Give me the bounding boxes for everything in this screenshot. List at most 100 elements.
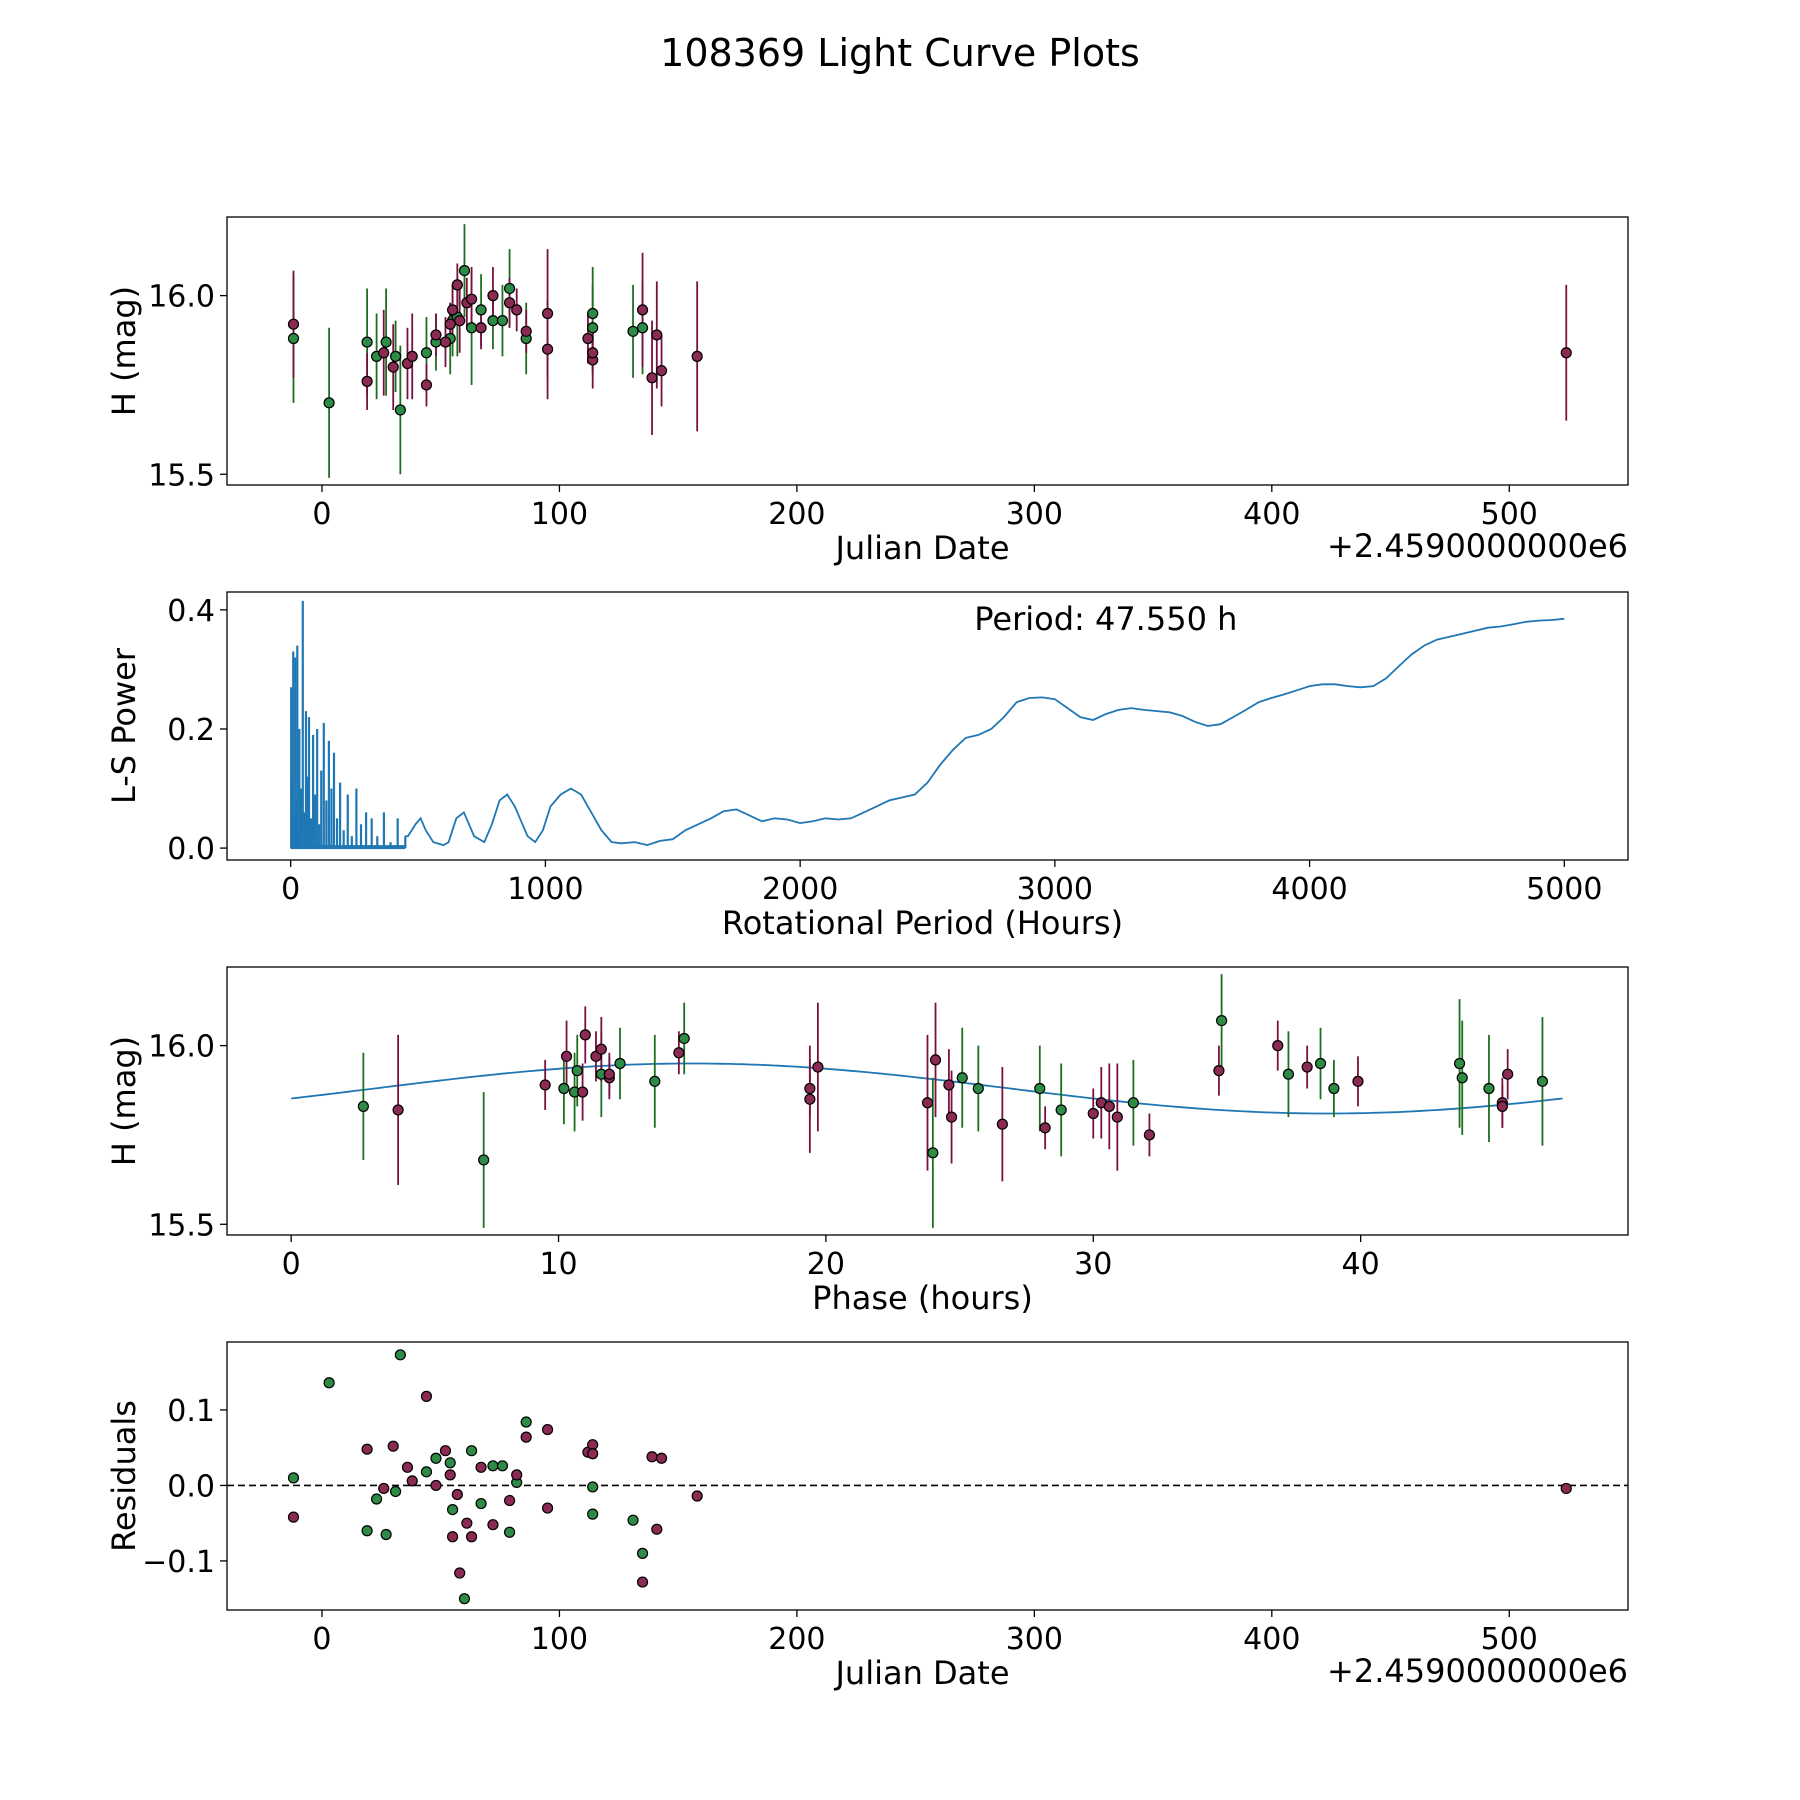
data-point — [503, 1494, 516, 1507]
data-point — [541, 343, 554, 355]
y-tick-label: 0.4 — [167, 594, 215, 629]
data-point — [520, 1416, 532, 1428]
x-tick-label: 20 — [807, 1247, 845, 1282]
data-point — [503, 282, 516, 295]
data-point — [475, 304, 487, 316]
data-point — [287, 318, 300, 330]
data-point — [1560, 1482, 1572, 1495]
y-tick-label: 16.0 — [148, 280, 215, 315]
data-point — [678, 1032, 690, 1045]
data-point — [646, 1451, 658, 1463]
x-axis-label: Phase (hours) — [812, 1279, 1033, 1317]
x-tick-label: 100 — [531, 497, 588, 532]
data-point — [1456, 1072, 1468, 1084]
data-point — [465, 1445, 478, 1457]
data-point — [1039, 1122, 1051, 1134]
data-point — [378, 347, 390, 359]
x-tick-label: 300 — [1006, 1622, 1063, 1657]
y-axis-label: H (mag) — [105, 1036, 143, 1166]
data-point — [420, 1390, 433, 1402]
data-point — [487, 290, 499, 302]
data-point — [1560, 347, 1572, 359]
y-axis-label: H (mag) — [105, 286, 143, 416]
light-curve-panel: 0 100 200 300 400 500 15.5 16.0 Julian Date H (ma… — [105, 216, 1629, 567]
data-point — [603, 1068, 615, 1080]
data-point — [691, 1490, 703, 1502]
data-point — [1352, 1075, 1364, 1087]
data-point — [541, 1423, 554, 1436]
data-point — [378, 1482, 390, 1495]
data-point — [503, 297, 516, 309]
data-point — [1127, 1097, 1139, 1109]
data-point — [627, 1514, 639, 1526]
data-point — [361, 1443, 373, 1455]
data-point — [812, 1061, 824, 1073]
data-point — [323, 397, 335, 409]
y-tick-label: 0.0 — [167, 832, 215, 867]
data-point — [475, 1461, 487, 1473]
x-tick-label: 0 — [281, 872, 300, 907]
data-point — [1087, 1107, 1099, 1120]
data-point — [430, 329, 442, 341]
data-point — [392, 1104, 404, 1116]
data-point — [454, 1567, 466, 1579]
data-point — [380, 336, 392, 348]
plot-frame — [226, 1341, 1629, 1611]
x-tick-label: 3000 — [1017, 872, 1093, 907]
data-point — [439, 336, 452, 348]
data-point — [394, 1349, 406, 1361]
data-point — [361, 375, 373, 387]
data-point — [614, 1057, 626, 1070]
data-point — [458, 1593, 471, 1605]
data-point — [956, 1072, 968, 1084]
y-tick-label: 15.5 — [148, 1208, 215, 1243]
period-annotation: Period: 47.550 h — [974, 600, 1237, 638]
data-point — [655, 365, 668, 377]
x-tick-label: 40 — [1342, 1247, 1380, 1282]
data-point — [389, 1485, 402, 1498]
data-point — [511, 304, 523, 316]
data-point — [636, 1547, 649, 1559]
x-axis-label: Rotational Period (Hours) — [722, 904, 1123, 942]
data-point — [487, 1460, 499, 1472]
data-point — [287, 1472, 300, 1484]
data-point — [430, 1479, 442, 1492]
periodogram-baseline — [290, 845, 406, 850]
periodogram-curve — [405, 617, 1565, 847]
data-point — [446, 1531, 459, 1543]
data-point — [361, 336, 373, 348]
data-point — [446, 304, 459, 316]
data-point — [691, 350, 703, 362]
data-point — [636, 1576, 649, 1588]
data-point — [587, 347, 599, 359]
x-axis-label: Julian Date — [833, 529, 1009, 567]
data-point — [651, 329, 663, 341]
phase-fold-panel: 0 10 20 30 40 15.5 16.0 Phase (hours) H (mag) — [105, 966, 1629, 1317]
data-point — [1055, 1104, 1067, 1116]
data-point — [406, 1475, 418, 1487]
data-point — [945, 1111, 958, 1123]
x-tick-label: 200 — [768, 497, 825, 532]
x-tick-label: 4000 — [1271, 872, 1347, 907]
data-point — [323, 1377, 335, 1389]
data-point — [673, 1047, 685, 1059]
residuals-panel: 0 100 200 300 400 500 −0.1 0.0 0.1 Julian Date Res… — [105, 1341, 1629, 1692]
data-point — [1103, 1100, 1115, 1112]
data-point — [370, 1493, 383, 1505]
x-tick-label: 400 — [1243, 497, 1300, 532]
y-tick-label: 0.0 — [167, 1469, 215, 1504]
data-point — [636, 322, 649, 334]
plot-data — [227, 1349, 1628, 1605]
data-point — [465, 1531, 478, 1543]
data-point — [406, 350, 418, 362]
data-point — [587, 1448, 599, 1460]
data-point — [927, 1147, 939, 1159]
data-point — [1034, 1082, 1046, 1095]
plot-data — [290, 600, 1565, 850]
x-tick-label: 5000 — [1526, 872, 1602, 907]
plot-data — [291, 974, 1563, 1228]
data-point — [1483, 1082, 1495, 1095]
y-axis-label: Residuals — [105, 1400, 143, 1552]
data-point — [503, 1526, 516, 1538]
data-point — [1314, 1057, 1327, 1070]
